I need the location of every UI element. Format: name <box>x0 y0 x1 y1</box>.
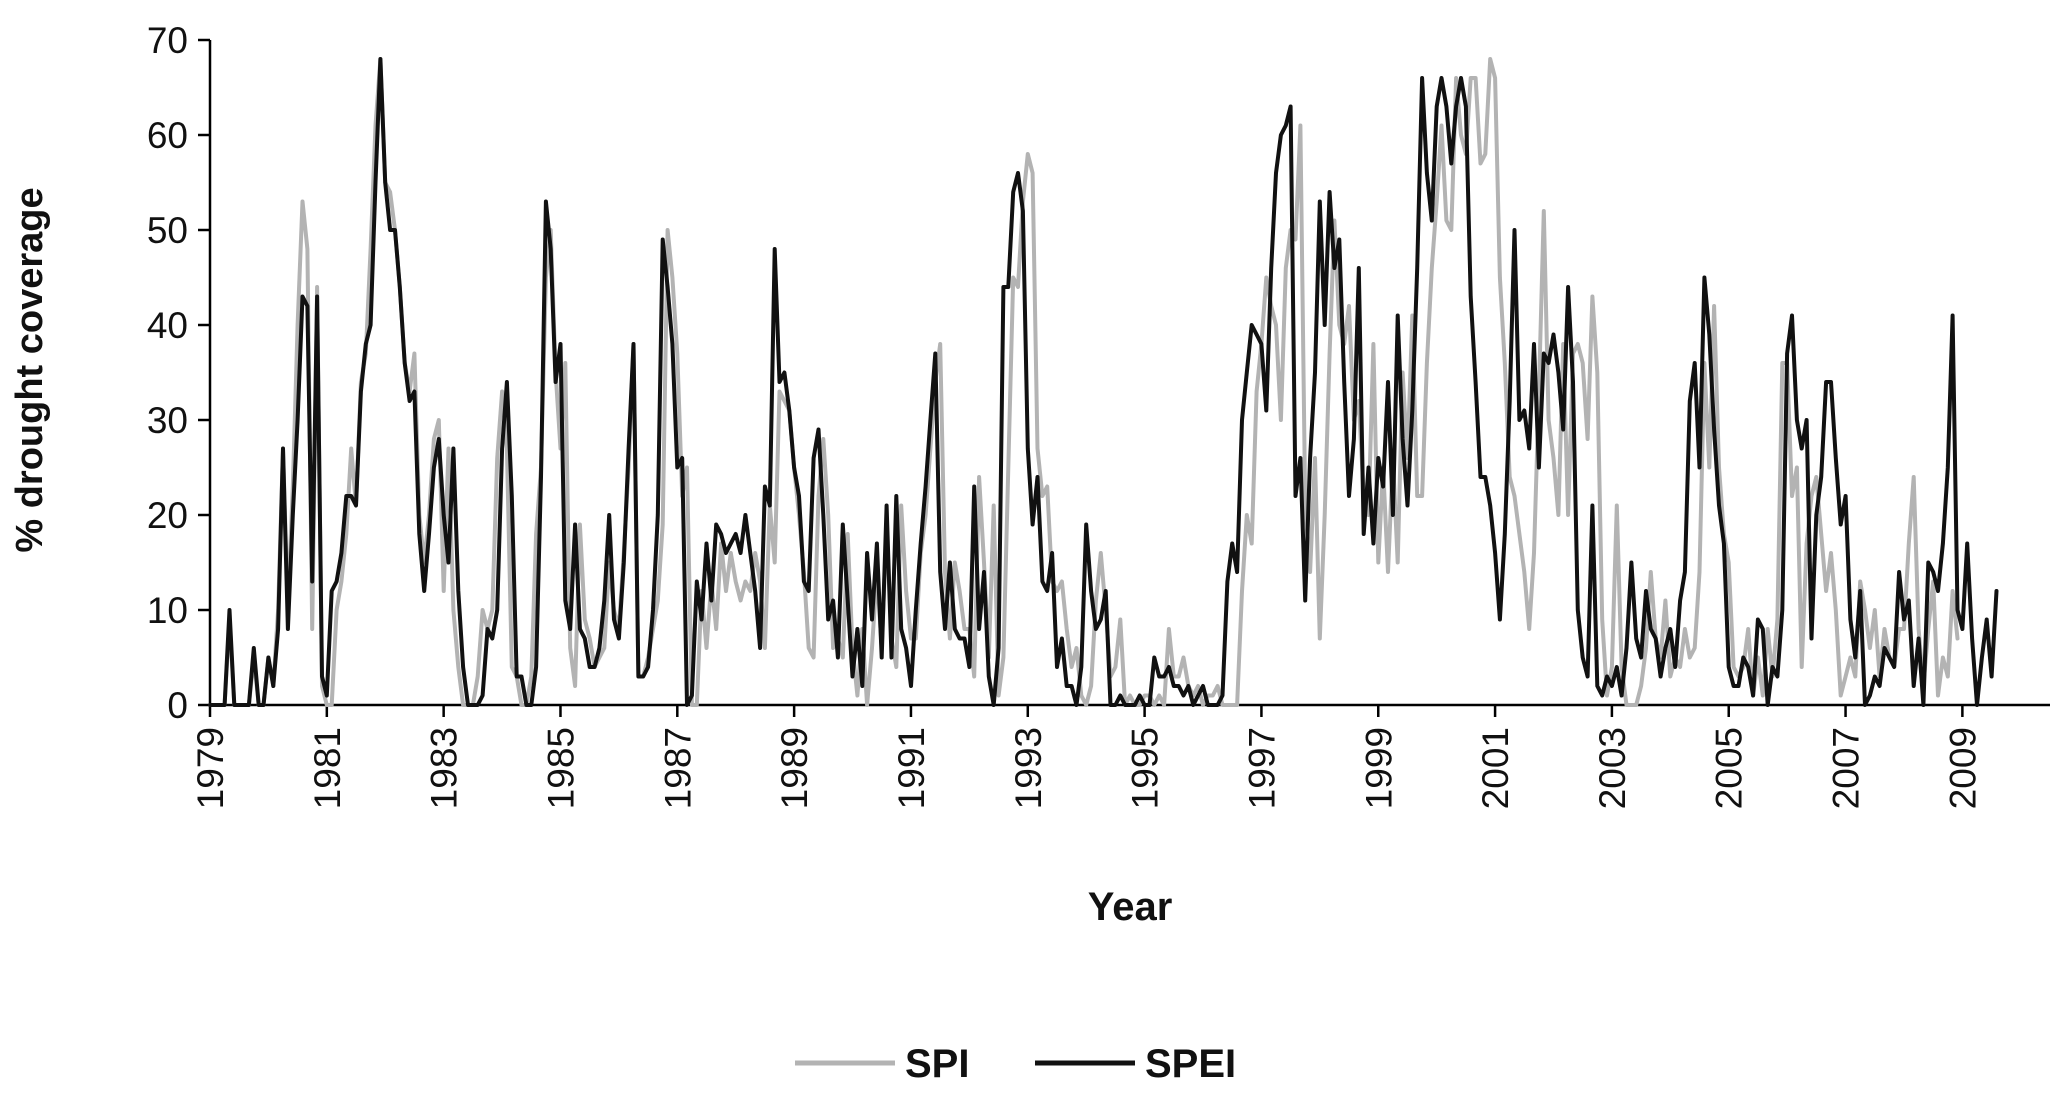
series-line-spei <box>208 57 1999 707</box>
y-tick-label: 20 <box>147 495 188 536</box>
y-tick-label: 60 <box>147 115 188 156</box>
x-tick-label: 2003 <box>1592 727 1633 809</box>
x-tick-label: 1997 <box>1241 727 1282 809</box>
y-tick-label: 40 <box>147 305 188 346</box>
legend-label-spi: SPI <box>905 1042 969 1086</box>
x-tick-label: 1995 <box>1125 727 1166 809</box>
x-tick-label: 2009 <box>1942 727 1983 809</box>
y-tick-label: 70 <box>147 20 188 61</box>
x-tick-label: 1999 <box>1358 727 1399 809</box>
y-axis: 0 10 20 30 40 50 60 70 <box>147 20 212 726</box>
x-tick-label: 1981 <box>307 727 348 809</box>
y-axis-label: % drought coverage <box>9 187 51 552</box>
x-axis-label: Year <box>1088 885 1173 929</box>
series-line-spi <box>208 57 1960 707</box>
x-tick-label: 1979 <box>190 727 231 809</box>
legend: SPI SPEI <box>795 1042 1236 1086</box>
x-tick-label: 1985 <box>540 727 581 809</box>
y-tick-label: 10 <box>147 590 188 631</box>
x-tick-label: 1987 <box>657 727 698 809</box>
x-tick-label: 1989 <box>774 727 815 809</box>
y-tick-label: 0 <box>167 685 188 726</box>
x-tick-label: 1991 <box>891 727 932 809</box>
x-tick-label: 2007 <box>1826 727 1867 809</box>
x-tick-label: 2001 <box>1475 727 1516 809</box>
y-tick-label: 50 <box>147 210 188 251</box>
x-tick-label: 1983 <box>424 727 465 809</box>
legend-label-spei: SPEI <box>1145 1042 1236 1086</box>
x-tick-label: 1993 <box>1008 727 1049 809</box>
x-axis: 1979 1981 1983 1985 1987 1989 1991 1993 1995 1997… <box>190 703 2050 809</box>
y-tick-label: 30 <box>147 400 188 441</box>
series-layer <box>208 57 1999 707</box>
x-tick-label: 2005 <box>1709 727 1750 809</box>
